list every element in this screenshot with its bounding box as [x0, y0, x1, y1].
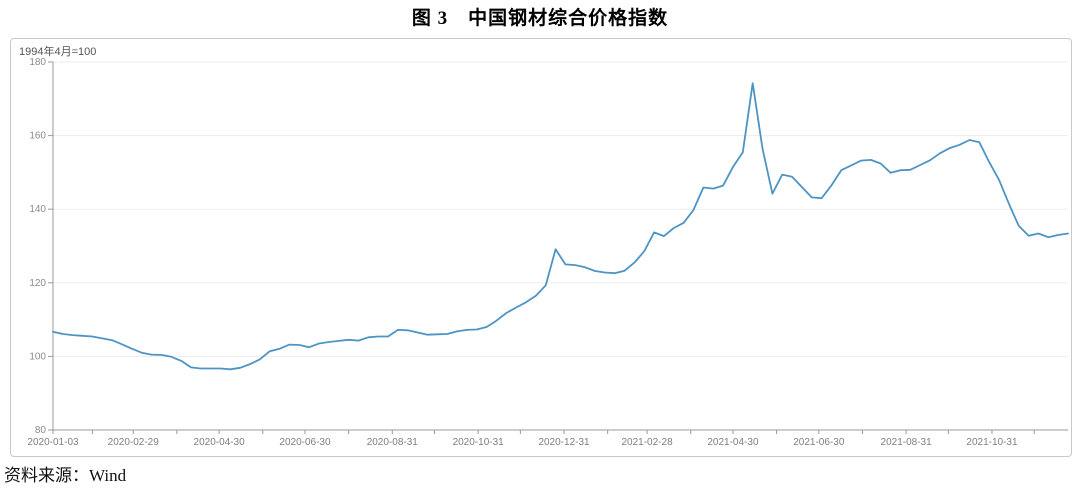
x-tick-label: 2021-02-28: [621, 437, 673, 448]
x-tick-label: 2021-10-31: [966, 437, 1018, 448]
y-tick-label: 120: [29, 278, 46, 289]
x-tick-label: 2020-01-03: [27, 437, 79, 448]
y-tick-label: 100: [29, 351, 46, 362]
steel-price-index-line: [52, 82, 1069, 371]
x-tick-label: 2020-12-31: [538, 437, 590, 448]
x-tick-label: 2020-04-30: [194, 437, 246, 448]
x-tick-label: 2021-04-30: [707, 437, 759, 448]
y-tick-label: 140: [29, 204, 46, 215]
price-line-chart: 80 100 120 140 160 180 2020-01-03 2020-02-29 202…: [27, 57, 1069, 448]
index-base-note: 1994年4月=100: [19, 46, 97, 58]
x-tick-label: 2021-06-30: [793, 437, 845, 448]
x-tick-label: 2021-08-31: [881, 437, 933, 448]
y-tick-label: 180: [29, 57, 46, 68]
y-tick-label: 80: [35, 425, 47, 436]
y-tick-label: 160: [29, 131, 46, 142]
x-tick-label: 2020-10-31: [453, 437, 505, 448]
figure-title: 图 3 中国钢材综合价格指数: [411, 8, 669, 29]
x-tick-label: 2020-08-31: [367, 437, 419, 448]
x-tick-label: 2020-02-29: [108, 437, 160, 448]
chart-panel: 1994年4月=100 80 100 120 140 160 180 2020-01-03 2…: [10, 38, 1072, 457]
x-tick-label: 2020-06-30: [279, 437, 331, 448]
source-note: 资料来源：Wind: [4, 466, 127, 485]
